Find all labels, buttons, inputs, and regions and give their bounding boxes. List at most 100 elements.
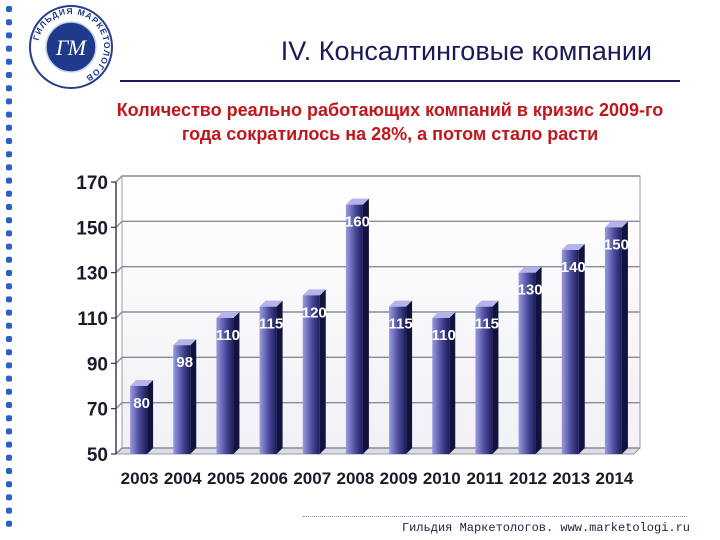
bar-2006 [259, 300, 283, 454]
x-tick-label: 2004 [164, 469, 202, 488]
bar-side [492, 300, 499, 454]
data-label: 115 [388, 316, 412, 333]
bar-side [621, 221, 628, 454]
decorative-dot [6, 388, 12, 395]
x-tick-label: 2010 [423, 469, 461, 488]
decorative-dot [6, 124, 12, 131]
x-tick-label: 2012 [509, 469, 547, 488]
bar-top [173, 339, 197, 346]
bar-2012 [518, 266, 542, 454]
decorative-dot [6, 256, 12, 263]
bar-2008 [345, 198, 369, 454]
decorative-dot [6, 217, 12, 224]
gridline [115, 311, 640, 319]
decorative-dot [6, 270, 12, 276]
y-tick-label: 110 [77, 309, 108, 330]
decorative-dot [6, 177, 12, 184]
bar-2004 [173, 339, 197, 454]
bar-side [449, 312, 456, 454]
decorative-dot [6, 72, 12, 78]
decorative-dot [6, 6, 12, 12]
bar-front [389, 306, 407, 454]
bar-front [216, 318, 234, 454]
bar-front [302, 295, 320, 454]
bar-top [130, 380, 154, 386]
logo-monogram: ГМ [55, 35, 88, 60]
y-tick-label: 150 [76, 218, 108, 239]
decorative-dot [6, 164, 12, 171]
bar-top [604, 221, 628, 228]
bar-front [432, 318, 450, 454]
bar-top [216, 312, 240, 318]
bar-top [389, 300, 413, 307]
y-tick-label: 90 [87, 354, 108, 375]
x-tick-label: 2009 [380, 469, 418, 488]
data-label: 115 [475, 316, 499, 333]
decorative-dot [6, 336, 12, 342]
footer-divider [303, 516, 687, 517]
y-tick-label: 130 [76, 264, 108, 285]
x-tick-label: 2006 [250, 469, 288, 488]
bar-top [561, 244, 585, 250]
bar-side [362, 198, 369, 454]
gridline [115, 265, 640, 274]
decorative-dot [6, 151, 12, 158]
gridline [115, 447, 640, 455]
data-label: 98 [176, 354, 193, 371]
decorative-dot [6, 454, 12, 461]
decorative-dot [6, 19, 12, 26]
decorative-dot [6, 520, 12, 527]
bar-side [319, 289, 326, 454]
x-tick-label: 2014 [596, 469, 634, 488]
subtitle-line-1: Количество реально работающих компаний в… [116, 100, 664, 120]
y-tick-label: 50 [87, 445, 108, 466]
decorative-dot [6, 45, 12, 52]
bar-front [604, 227, 622, 454]
decorative-dot [6, 494, 12, 501]
decorative-dot [6, 111, 12, 118]
decorative-dot [6, 204, 12, 210]
gridline [115, 220, 640, 228]
bar-side [578, 244, 585, 454]
x-tick-label: 2005 [207, 469, 245, 488]
bar-front [259, 306, 277, 454]
decorative-dot [6, 230, 12, 237]
decorative-dot [6, 481, 12, 488]
decorative-dot [6, 415, 12, 422]
decorative-dot [6, 468, 12, 474]
decorative-dot [6, 428, 12, 435]
bar-2007 [302, 289, 326, 454]
data-label: 140 [561, 259, 586, 276]
guild-logo: ГИЛЬДИЯ МАРКЕТОЛОГОВ ГМ [29, 5, 113, 89]
bar-2014 [604, 221, 628, 454]
bar-2011 [475, 300, 499, 454]
bar-top [518, 266, 542, 273]
data-label: 120 [302, 304, 327, 321]
data-label: 115 [259, 316, 283, 333]
bar-side [233, 312, 240, 454]
gridline [115, 401, 640, 410]
decorative-dot [6, 507, 12, 514]
decorative-dot [6, 138, 12, 144]
y-tick-label: 70 [87, 400, 108, 421]
bar-front [173, 345, 191, 454]
decorative-dot [6, 362, 12, 369]
data-label: 110 [216, 327, 240, 344]
bar-side [276, 300, 283, 454]
bar-top [475, 300, 499, 307]
x-tick-label: 2007 [293, 469, 331, 488]
bar-top [259, 300, 283, 307]
decorative-dot [6, 283, 12, 290]
bar-front [345, 204, 363, 454]
title-area: IV. Консалтинговые компании [120, 14, 680, 82]
bar-side [190, 339, 197, 454]
data-label: 150 [604, 236, 629, 253]
chart-subtitle: Количество реально работающих компаний в… [60, 98, 720, 146]
decorative-dot [6, 98, 12, 105]
decorative-dot [6, 309, 12, 316]
bar-side [406, 300, 413, 454]
bar-front [475, 306, 493, 454]
bar-front [518, 272, 536, 454]
